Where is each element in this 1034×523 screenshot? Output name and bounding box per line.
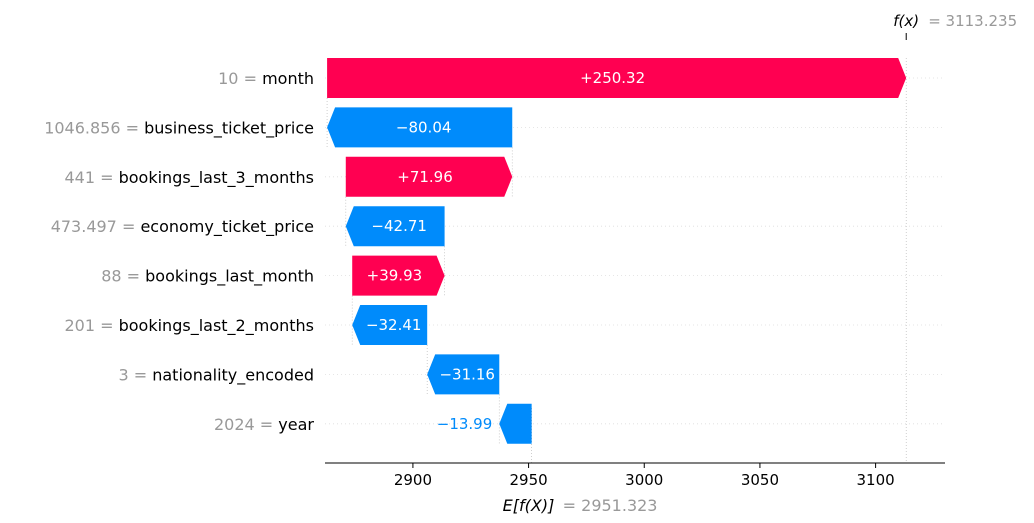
feature-value: 88 = (101, 266, 145, 285)
feature-label: 88 = bookings_last_month (101, 266, 314, 286)
output-value-label: f(x) (893, 12, 919, 30)
x-tick-label: 3000 (625, 471, 663, 489)
feature-value: 2024 = (214, 414, 278, 433)
waterfall-bar (327, 107, 513, 148)
bar-value-label: −80.04 (396, 118, 452, 136)
feature-value: 441 = (64, 167, 118, 186)
axis-layer: 2900 2950 3000 3050 3100 (325, 462, 945, 489)
feature-label: 2024 = year (214, 414, 314, 433)
x-tick-label: 2900 (394, 471, 432, 489)
waterfall-bar (327, 58, 907, 98)
waterfall-bar (499, 403, 532, 444)
feature-label: 473.497 = economy_ticket_price (51, 217, 314, 237)
feature-label: 10 = month (218, 69, 314, 88)
feature-name: year (278, 414, 314, 433)
feature-name: bookings_last_3_months (119, 167, 314, 187)
feature-name: business_ticket_price (144, 118, 314, 138)
feature-value: 201 = (64, 316, 118, 335)
x-tick-label: 3050 (741, 471, 779, 489)
x-tick-label: 2950 (509, 471, 547, 489)
feature-name: bookings_last_2_months (119, 316, 314, 336)
feature-label: 441 = bookings_last_3_months (64, 167, 314, 187)
feature-name: economy_ticket_price (140, 217, 314, 237)
bar-value-label: −13.99 (437, 415, 493, 433)
base-value-annotation: E[f(X)] = 2951.323 (503, 496, 658, 515)
feature-value: 3 = (118, 365, 152, 384)
bar-layer (327, 58, 907, 444)
bar-value-label: −42.71 (371, 217, 427, 235)
feature-label: 201 = bookings_last_2_months (64, 316, 314, 336)
output-value-number: = 3113.235 (928, 12, 1017, 30)
waterfall-bar (352, 255, 445, 296)
bar-value-label: +71.96 (397, 168, 453, 186)
bar-value-label: −31.16 (439, 365, 495, 383)
feature-label: 1046.856 = business_ticket_price (44, 118, 314, 138)
waterfall-bar (345, 156, 513, 197)
waterfall-bar (345, 206, 445, 247)
bar-value-label: +39.93 (367, 267, 423, 285)
bar-value-label: +250.32 (580, 69, 645, 87)
feature-name: nationality_encoded (152, 365, 314, 385)
feature-value: 1046.856 = (44, 118, 144, 137)
base-value-number: = 2951.323 (563, 496, 658, 515)
bar-value-label: −32.41 (366, 316, 422, 334)
feature-value: 10 = (218, 69, 262, 88)
waterfall-bar (352, 305, 428, 345)
label-layer: +250.32 10 = month −80.04 1046.856 = busine… (44, 69, 645, 434)
feature-name: month (262, 69, 314, 88)
feature-value: 473.497 = (51, 217, 141, 236)
feature-label: 3 = nationality_encoded (118, 365, 314, 385)
base-value-label: E[f(X)] (503, 496, 555, 515)
waterfall-bar (427, 354, 500, 395)
feature-name: bookings_last_month (145, 266, 314, 286)
x-tick-label: 3100 (857, 471, 895, 489)
output-value-annotation: f(x) = 3113.235 (893, 12, 1017, 30)
